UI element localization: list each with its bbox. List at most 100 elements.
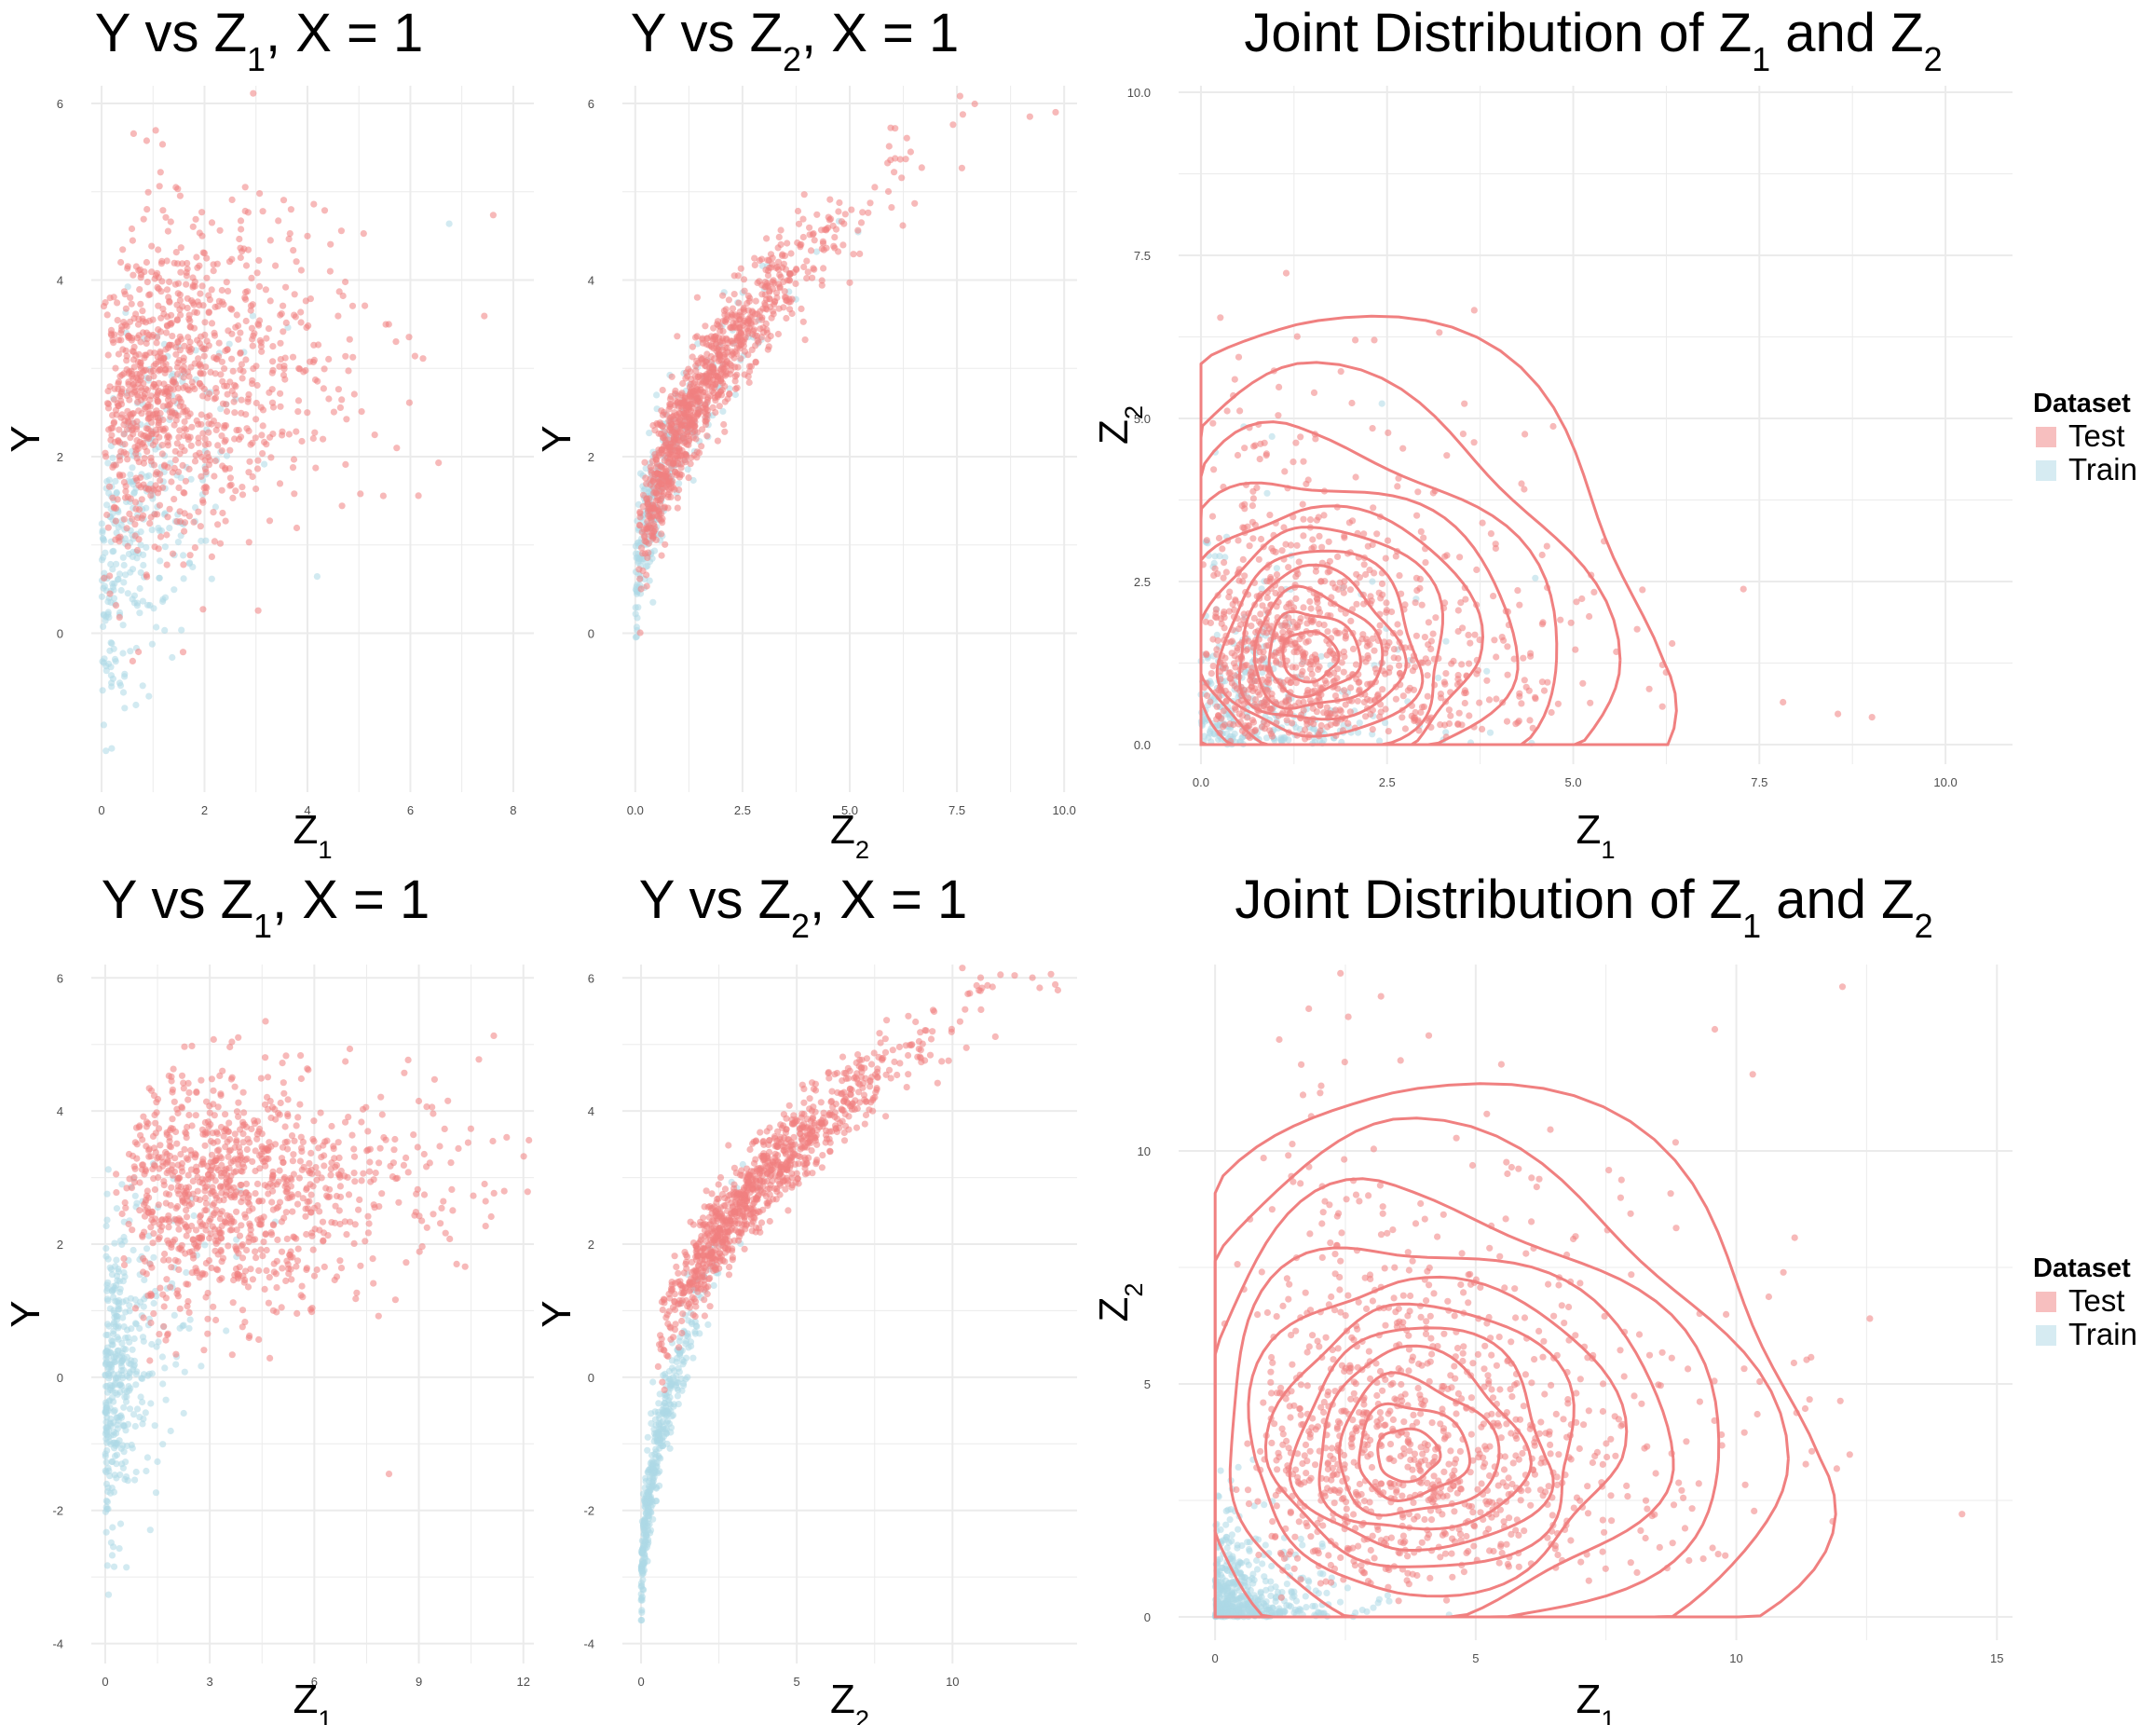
point-test (129, 1226, 136, 1234)
point-test (722, 335, 730, 342)
point-train (127, 648, 134, 655)
point-test (179, 461, 186, 469)
point-test (1454, 627, 1462, 636)
point-test (767, 333, 774, 340)
point-test (721, 428, 729, 435)
point-test (195, 508, 202, 515)
point-test (1548, 708, 1555, 717)
point-test (130, 130, 137, 137)
point-test (210, 509, 217, 516)
point-test (304, 232, 311, 240)
point-test (1353, 570, 1360, 578)
point-test (176, 192, 184, 199)
point-train (161, 1364, 169, 1372)
x-tick-label: 10.0 (1933, 775, 1957, 789)
point-test (154, 353, 161, 361)
point-test (214, 521, 222, 528)
point-test (1371, 336, 1378, 344)
point-train (161, 594, 170, 601)
point-test (153, 431, 160, 438)
point-test (1282, 269, 1290, 277)
point-train (147, 1400, 155, 1407)
point-test (176, 347, 184, 354)
point-train (208, 575, 215, 582)
point-test (414, 1143, 421, 1151)
point-test (896, 156, 904, 163)
point-test (137, 364, 144, 372)
point-test (1416, 575, 1424, 583)
point-train (641, 486, 648, 493)
point-test (163, 561, 171, 568)
point-test (264, 1074, 272, 1081)
point-test (679, 431, 688, 440)
point-train (102, 1450, 109, 1458)
point-train (155, 1338, 162, 1346)
point-test (183, 268, 190, 276)
point-test (134, 442, 142, 449)
point-test (131, 1305, 139, 1312)
point-test (1231, 376, 1238, 383)
point-train (119, 689, 128, 696)
point-test (1465, 631, 1472, 639)
y-tick-label: 10.0 (1127, 86, 1151, 100)
point-test (201, 435, 209, 443)
point-test (313, 1266, 321, 1274)
point-train (143, 1245, 151, 1253)
point-test (350, 1239, 358, 1247)
point-test (116, 613, 123, 622)
point-test (1250, 614, 1258, 623)
point-test (343, 1231, 350, 1239)
point-test (1437, 721, 1444, 729)
point-test (169, 333, 176, 340)
point-train (103, 1295, 111, 1303)
point-test (918, 164, 925, 171)
point-test (748, 346, 756, 353)
point-test (310, 1117, 318, 1125)
point-test (712, 409, 719, 417)
point-test (229, 494, 237, 502)
point-test (199, 606, 207, 613)
point-test (1315, 665, 1322, 674)
point-test (714, 437, 722, 445)
point-test (237, 349, 244, 357)
point-test (159, 425, 167, 432)
point-test (112, 364, 119, 372)
point-train (111, 1472, 118, 1479)
point-test (223, 279, 230, 286)
point-test (357, 1262, 364, 1269)
point-test (1026, 113, 1033, 120)
point-test (648, 513, 656, 521)
point-train (148, 640, 156, 648)
point-test (201, 441, 209, 448)
point-test (1493, 653, 1500, 661)
point-test (1312, 568, 1319, 575)
point-train (132, 1468, 140, 1476)
point-test (156, 417, 163, 424)
point-train (108, 1552, 116, 1559)
point-test (248, 324, 255, 332)
point-test (1557, 616, 1564, 623)
point-test (885, 143, 893, 150)
point-test (1466, 660, 1473, 667)
point-test (752, 318, 759, 325)
point-train (143, 543, 150, 552)
point-test (188, 1122, 196, 1129)
point-test (1273, 571, 1281, 579)
point-test (641, 534, 648, 541)
point-test (1313, 655, 1320, 664)
point-test (238, 361, 245, 368)
point-test (198, 344, 206, 351)
point-train (108, 683, 116, 691)
point-test (1299, 500, 1306, 508)
point-train (650, 547, 659, 554)
point-test (703, 432, 711, 440)
point-train (1369, 578, 1376, 585)
point-test (252, 1190, 259, 1198)
point-test (1412, 708, 1419, 717)
point-test (806, 224, 813, 231)
point-test (175, 484, 183, 492)
point-test (1337, 368, 1344, 376)
point-train (646, 577, 653, 584)
point-train (140, 1371, 148, 1378)
point-test (1235, 537, 1242, 544)
